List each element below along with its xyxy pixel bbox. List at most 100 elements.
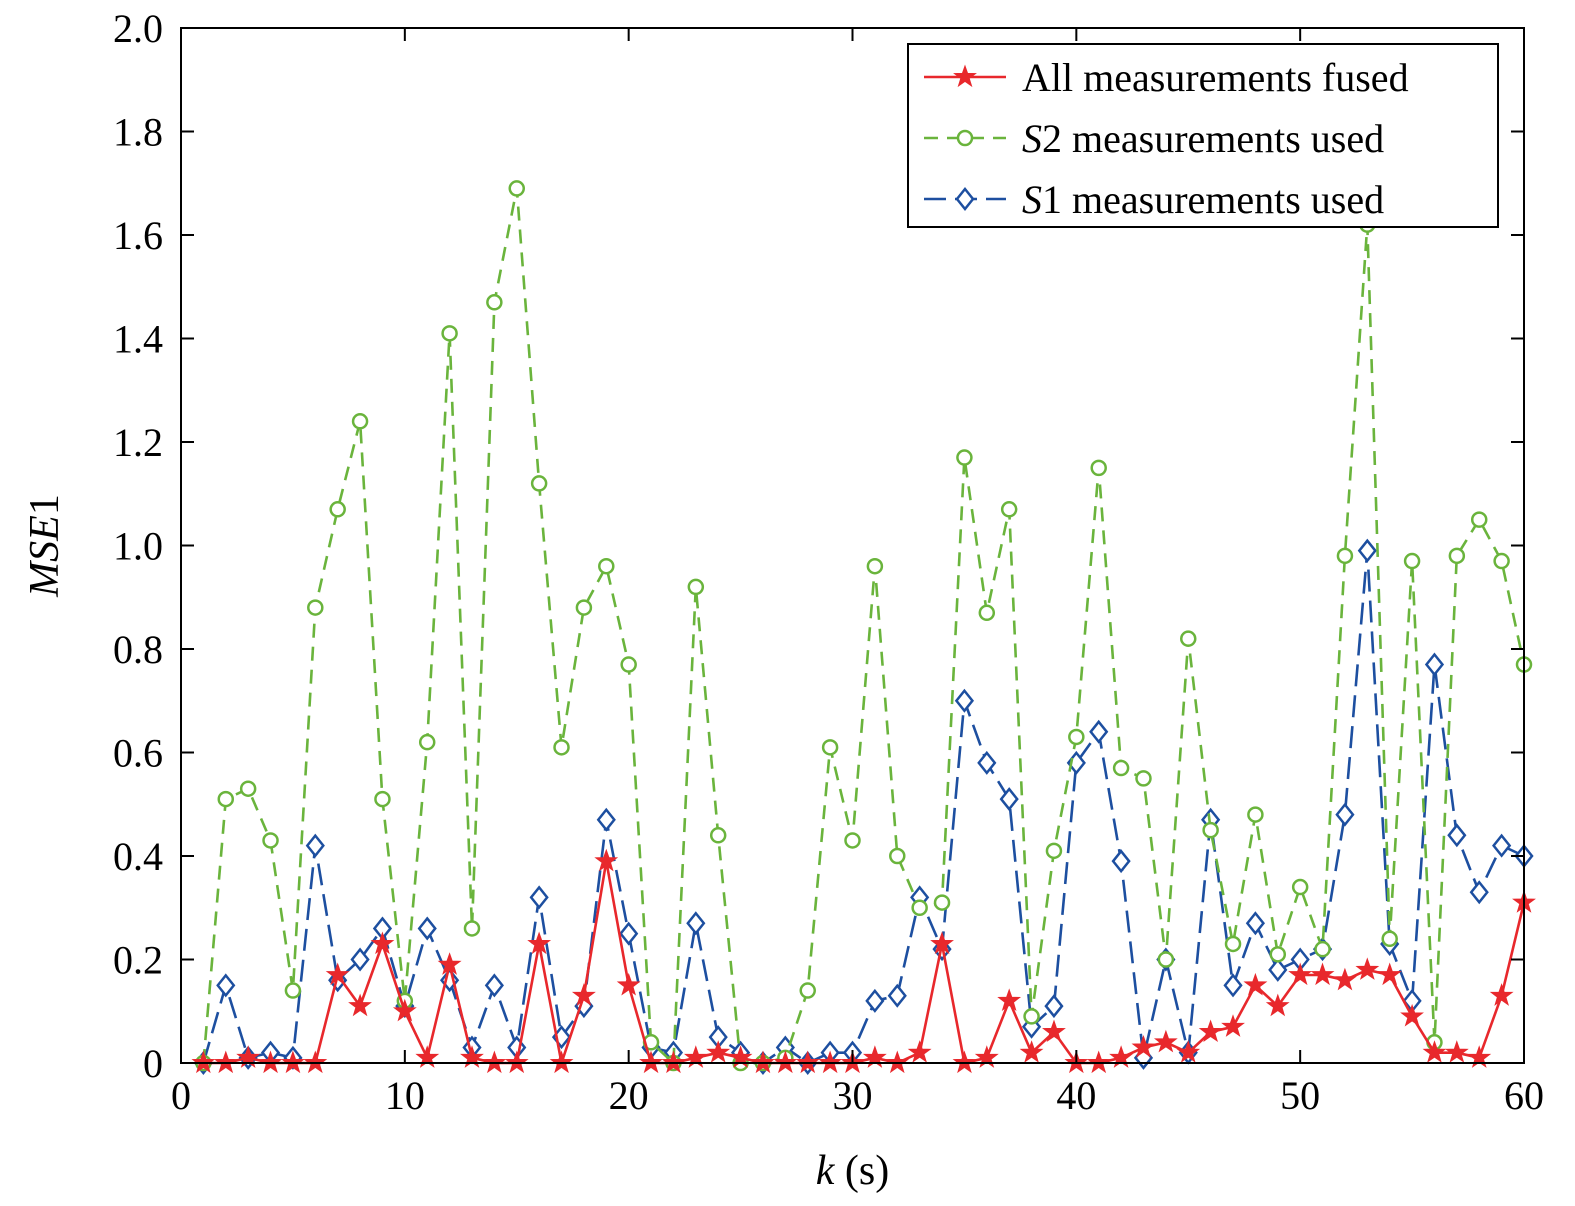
data-point [484,973,504,998]
data-point [1448,547,1466,565]
data-point [350,947,370,972]
data-point [370,931,395,955]
data-point [1223,973,1243,998]
data-point [661,1050,686,1074]
data-point [213,1050,238,1074]
data-point [999,787,1019,812]
data-point [773,1050,798,1074]
data-point [1268,957,1288,982]
data-point [1153,1029,1178,1053]
data-point [325,962,350,986]
x-axis-title: k (s) [816,1148,889,1194]
legend-marker [956,129,974,147]
data-point [1089,719,1109,744]
x-tick-label: 30 [833,1073,873,1118]
data-point [1269,946,1287,963]
data-point [1157,951,1175,968]
series-line [202,549,1525,1065]
data-point [284,982,302,999]
data-point [1247,806,1264,823]
x-tick-label: 10 [385,1073,425,1118]
data-point [978,604,996,622]
y-tick-label: 0.6 [113,731,163,776]
data-point [977,750,997,775]
data-point [374,790,391,808]
data-point [930,931,954,955]
data-point [441,325,458,342]
data-point [1355,957,1380,980]
data-point [952,1050,977,1074]
data-point [262,832,279,849]
data-point [529,885,549,910]
data-point [191,1050,216,1074]
y-tick-label: 1.2 [113,420,163,465]
legend-label-symbol: S [1022,116,1042,161]
data-point [463,920,481,937]
data-point [598,557,615,575]
data-point [639,1050,663,1074]
data-point [1310,962,1335,986]
data-point [1086,1050,1111,1074]
data-point [351,413,369,430]
data-point [1135,770,1152,787]
data-point [1224,935,1242,953]
y-axis-title-symbol: MSE [22,515,68,598]
data-point [1314,940,1331,958]
data-point [1336,547,1354,565]
series-2 [195,180,1533,1072]
legend-label: S2 measurements used [1022,116,1384,161]
data-point [417,916,437,941]
legend-entries: All measurements fused S2 measurements us… [924,55,1409,222]
y-tick-label: 1.8 [113,110,163,155]
x-tick-label: 50 [1280,1073,1320,1118]
legend-entry-2: S2 measurements used [924,116,1384,161]
data-point [1000,501,1018,518]
y-tick-label: 1.4 [113,317,163,362]
data-point [1131,1034,1156,1058]
data-point [239,780,257,797]
y-tick-label: 1.0 [113,524,163,569]
data-point [1291,878,1309,896]
y-axis-title-index: 1 [22,494,68,515]
data-point [619,921,639,946]
data-point [686,911,706,936]
data-point [281,1050,305,1074]
x-tick-label: 20 [609,1073,649,1118]
legend-label: S1 measurements used [1022,177,1384,222]
data-point [1400,1003,1424,1027]
data-point [1243,972,1268,996]
data-point [571,983,596,1006]
data-point [329,501,346,518]
data-point [956,449,973,466]
data-point [1198,1019,1223,1043]
y-tick-label: 0.2 [113,938,163,983]
data-point [709,827,727,844]
data-point [889,847,906,865]
legend-entry-3: S1 measurements used [924,177,1384,222]
y-tick-label: 0 [143,1041,163,1086]
data-point [348,993,372,1017]
x-axis-title-symbol: k [816,1148,836,1194]
data-point [530,475,548,492]
data-point [799,982,816,999]
data-point [527,931,552,955]
data-point [911,899,928,916]
data-point [1489,983,1514,1006]
data-point [1333,967,1357,991]
data-point [795,1050,820,1074]
data-point [303,1050,328,1074]
data-point [1112,759,1130,777]
data-point [1265,993,1290,1017]
x-axis-title-unit: (s) [834,1148,889,1194]
data-point [620,656,637,673]
series-layer [191,180,1536,1076]
x-tick-label: 60 [1504,1073,1544,1118]
data-point [1180,630,1197,647]
data-point [508,180,525,197]
data-point [482,1050,507,1074]
data-point [553,739,570,756]
x-tick-label: 40 [1056,1073,1096,1118]
legend-label: All measurements fused [1022,55,1409,100]
y-tick-label: 1.6 [113,213,163,258]
